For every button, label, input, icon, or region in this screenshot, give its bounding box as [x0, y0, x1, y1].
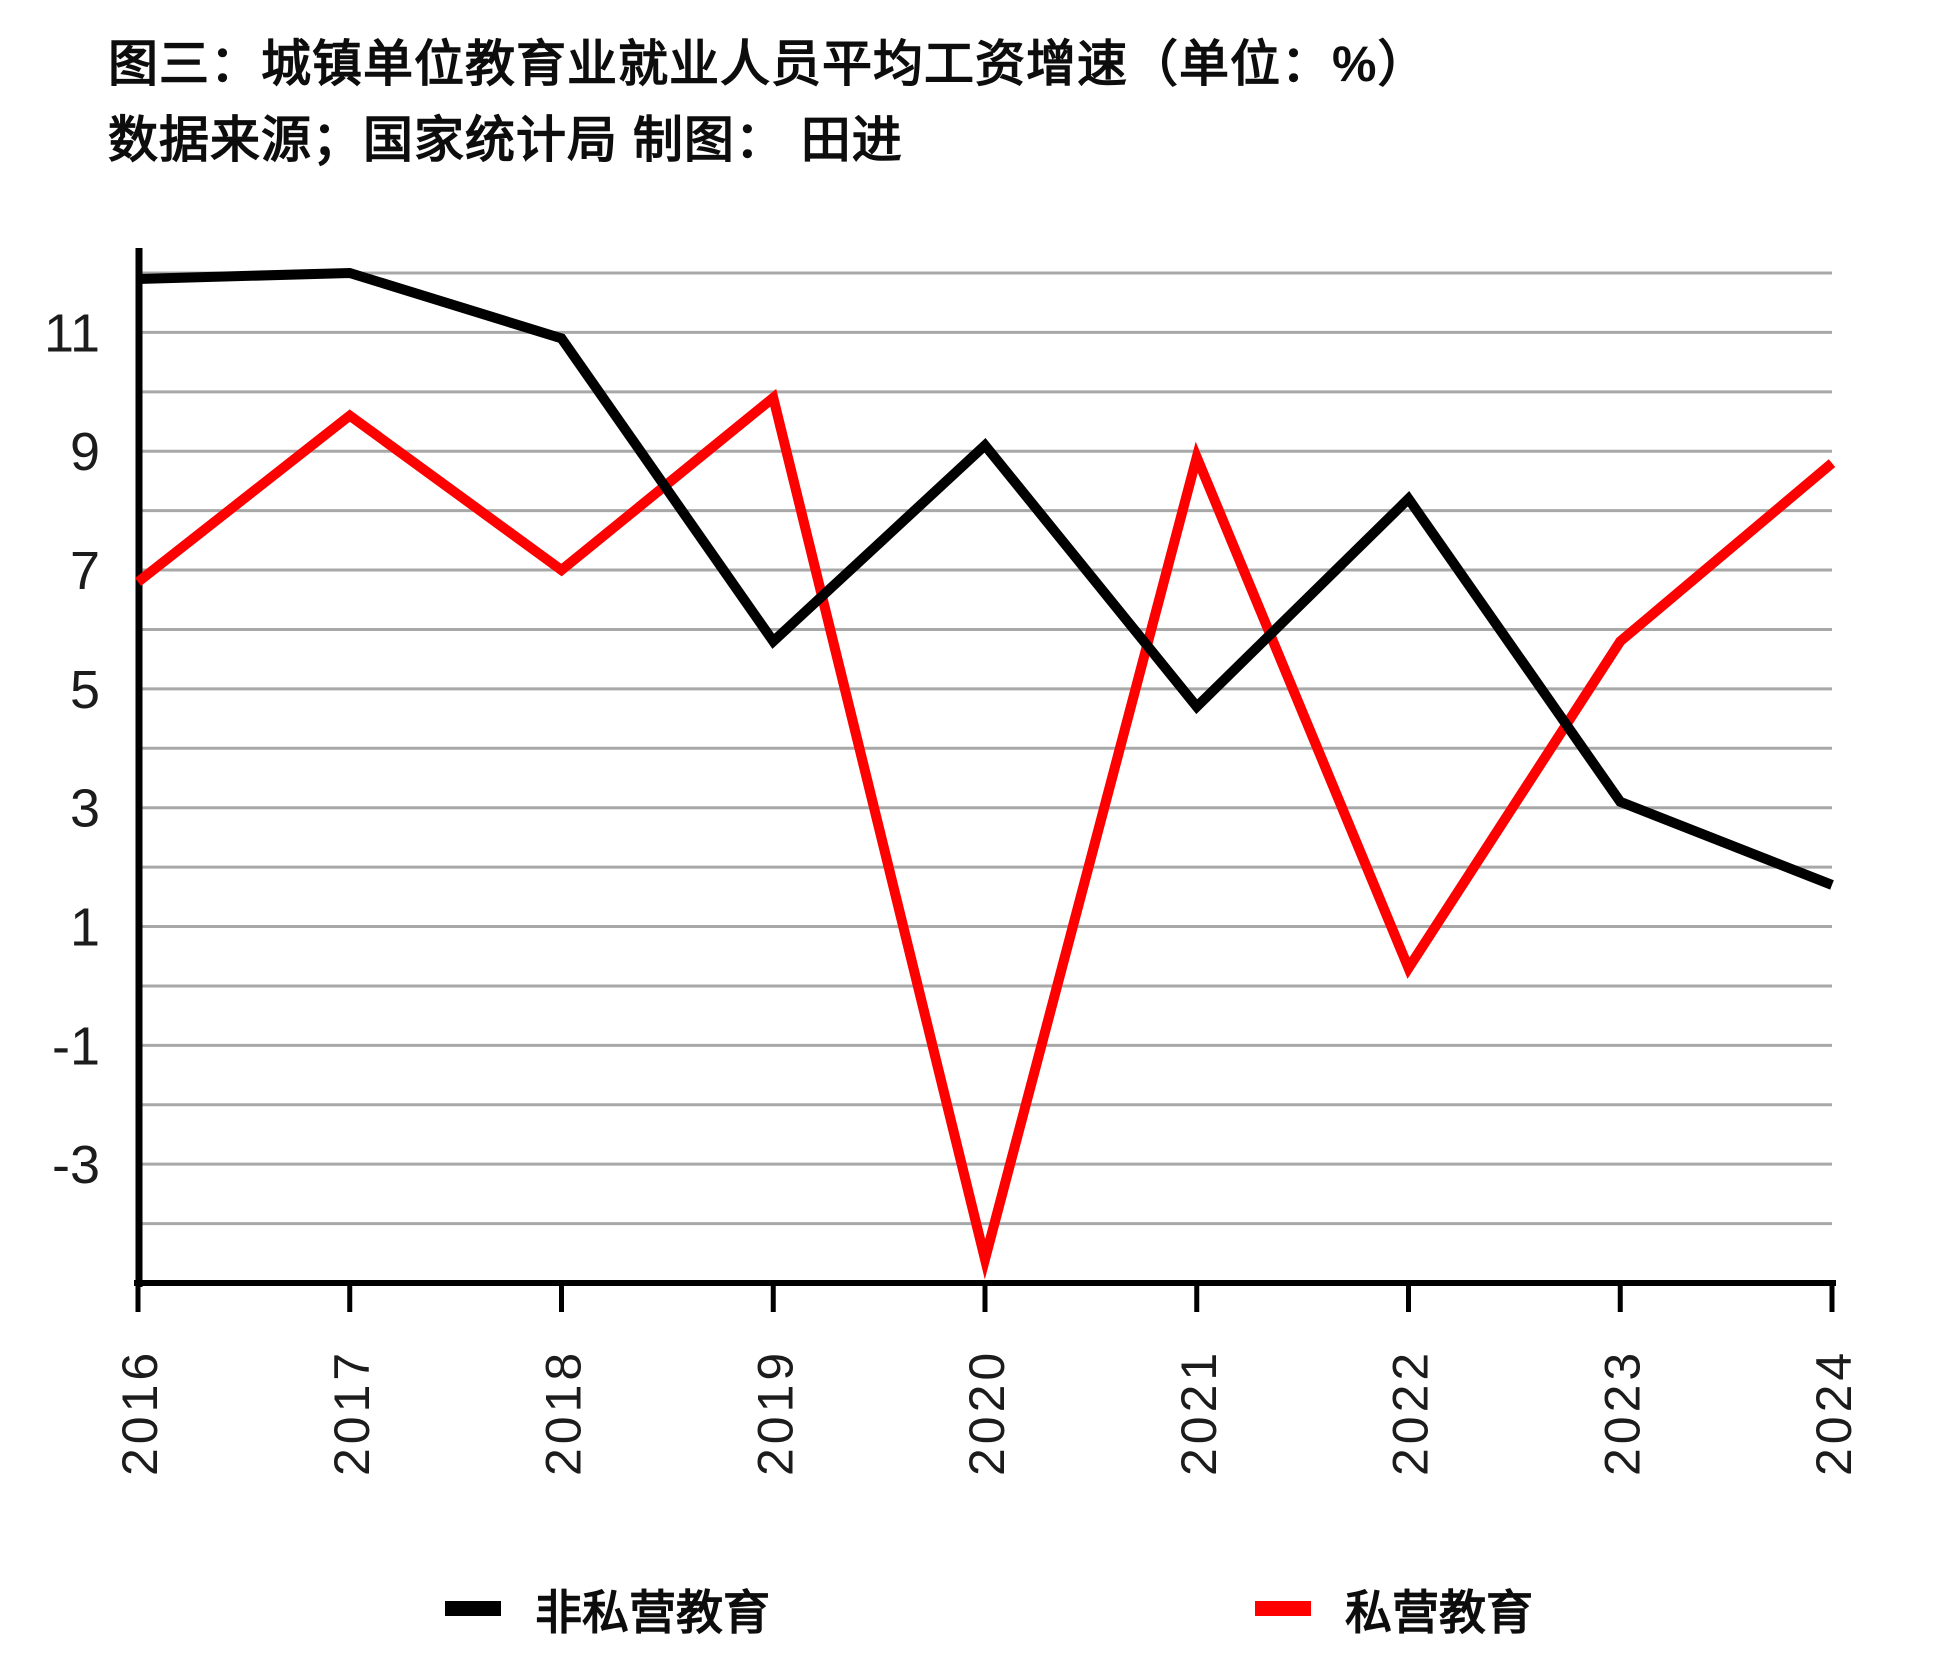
legend-label-private: 私营教育 [1345, 1586, 1533, 1639]
y-tick-label: -1 [52, 1016, 100, 1076]
y-tick-label: 3 [70, 779, 100, 839]
x-tick-label: 2016 [112, 1349, 168, 1476]
title-block: 图三：城镇单位教育业就业人员平均工资增速（单位：%） 数据来源；国家统计局 制图… [108, 26, 1428, 178]
legend: 非私营教育 私营教育 [0, 1568, 1934, 1639]
x-tick-label: 2019 [747, 1349, 803, 1476]
y-tick-label: 1 [70, 898, 100, 958]
y-tick-label: 7 [70, 541, 100, 601]
x-tick-label: 2017 [324, 1349, 380, 1476]
x-tick-label: 2021 [1171, 1349, 1227, 1476]
chart-subtitle: 数据来源；国家统计局 制图： 田进 [108, 112, 903, 168]
y-tick-label: 11 [44, 303, 100, 363]
x-tick-label: 2022 [1383, 1349, 1439, 1476]
y-tick-label: 9 [70, 422, 100, 482]
x-tick-label: 2024 [1806, 1349, 1862, 1476]
legend-label-nonprivate: 非私营教育 [535, 1586, 770, 1639]
series-line-nonprivate [137, 267, 1834, 890]
y-tick-label: 5 [70, 660, 100, 720]
x-tick-label: 2023 [1594, 1349, 1650, 1476]
series-line-private [134, 388, 1836, 1280]
legend-item-nonprivate: 非私营教育 [445, 1574, 770, 1643]
x-tick-label: 2020 [959, 1349, 1015, 1476]
legend-swatch-nonprivate-black [445, 1601, 501, 1616]
y-tick-label: -3 [52, 1135, 100, 1195]
x-tick-label: 2018 [536, 1349, 592, 1476]
legend-item-private: 私营教育 [1255, 1574, 1533, 1643]
legend-swatch-private-red [1255, 1601, 1311, 1616]
chart-title: 图三：城镇单位教育业就业人员平均工资增速（单位：%） [108, 36, 1429, 92]
